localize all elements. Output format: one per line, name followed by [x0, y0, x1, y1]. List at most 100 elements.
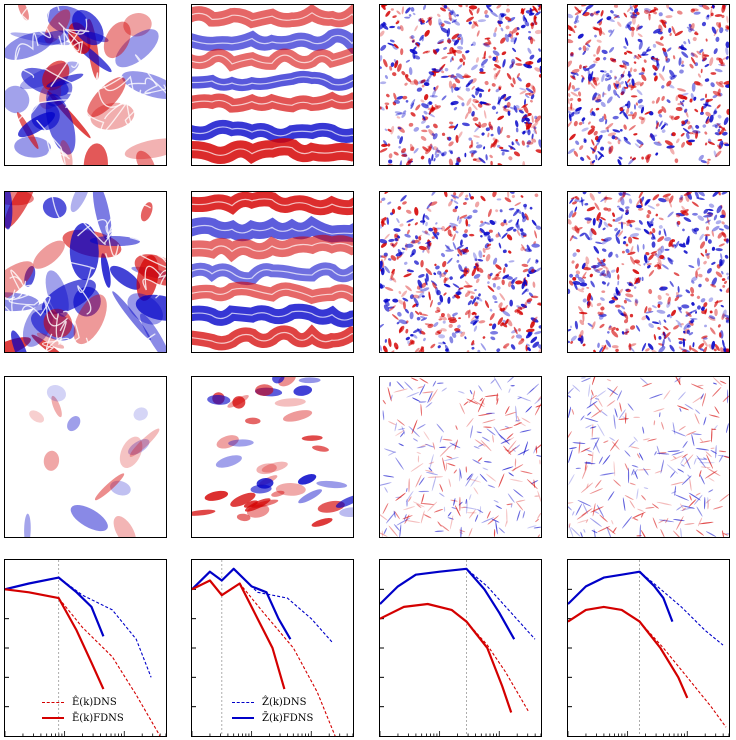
small-eddy: [625, 206, 630, 209]
small-eddy: [395, 492, 406, 501]
small-eddy: [599, 323, 605, 329]
small-eddy: [574, 225, 580, 234]
small-eddy: [619, 109, 625, 115]
small-eddy: [579, 319, 585, 326]
small-eddy: [479, 228, 486, 234]
small-eddy: [625, 293, 634, 298]
small-eddy: [725, 83, 729, 88]
small-eddy: [506, 440, 517, 453]
small-eddy: [453, 39, 460, 46]
small-eddy: [511, 27, 519, 34]
small-eddy: [459, 273, 466, 279]
small-eddy: [501, 232, 508, 239]
small-eddy: [633, 469, 638, 476]
small-eddy: [519, 228, 524, 232]
small-eddy: [400, 195, 407, 202]
small-eddy: [392, 241, 398, 248]
small-eddy: [696, 197, 705, 201]
small-eddy: [586, 206, 596, 212]
small-eddy: [410, 99, 416, 107]
vortex-blob: [140, 313, 166, 352]
small-eddy: [525, 92, 531, 95]
small-eddy: [500, 439, 511, 444]
small-eddy: [584, 417, 599, 422]
small-eddy: [393, 151, 399, 156]
small-eddy: [492, 192, 497, 198]
small-eddy: [484, 80, 489, 86]
small-eddy: [487, 235, 491, 241]
filament: [5, 113, 25, 134]
small-eddy: [646, 263, 652, 266]
small-eddy: [641, 51, 646, 56]
small-eddy: [394, 233, 399, 238]
small-eddy: [453, 106, 458, 111]
small-eddy: [625, 80, 629, 88]
small-eddy: [415, 42, 420, 47]
small-eddy: [641, 495, 646, 501]
small-eddy: [537, 5, 541, 7]
small-eddy: [463, 285, 473, 288]
small-eddy: [500, 149, 510, 152]
small-eddy: [529, 206, 533, 210]
small-eddy: [570, 75, 576, 80]
small-eddy: [667, 296, 671, 305]
small-eddy: [434, 233, 440, 237]
small-eddy: [427, 323, 434, 329]
small-eddy: [593, 27, 600, 31]
small-eddy: [625, 288, 630, 291]
small-eddy: [512, 77, 516, 85]
field-row-3-panel-4: [567, 376, 730, 538]
small-eddy: [407, 223, 411, 227]
small-eddy: [537, 344, 541, 349]
small-eddy: [698, 343, 705, 349]
small-eddy: [537, 303, 541, 306]
small-eddy: [712, 123, 721, 127]
small-eddy: [416, 503, 422, 508]
small-eddy: [707, 502, 709, 510]
small-eddy: [496, 398, 499, 405]
small-eddy: [516, 509, 521, 522]
small-eddy: [648, 232, 652, 236]
field-row-1-panel-1: [4, 4, 167, 166]
small-eddy: [669, 315, 673, 319]
small-eddy: [515, 405, 517, 422]
small-eddy: [637, 98, 643, 104]
small-eddy: [515, 499, 526, 503]
small-eddy: [476, 30, 480, 37]
field-row-2-panel-4: [567, 191, 730, 353]
small-eddy: [671, 451, 684, 456]
small-eddy: [488, 323, 493, 326]
small-eddy: [398, 290, 402, 295]
small-eddy: [416, 87, 423, 92]
small-eddy: [497, 125, 501, 135]
small-eddy: [615, 93, 621, 99]
small-eddy: [390, 125, 395, 135]
small-eddy: [568, 60, 573, 68]
small-eddy: [638, 220, 643, 225]
small-eddy: [591, 139, 595, 146]
small-eddy: [590, 394, 598, 400]
small-eddy: [658, 113, 663, 118]
small-eddy: [520, 303, 528, 308]
small-eddy: [506, 508, 508, 524]
small-eddy: [712, 94, 718, 99]
small-eddy: [669, 195, 674, 204]
small-eddy: [460, 249, 464, 253]
small-eddy: [572, 384, 581, 392]
small-eddy: [402, 95, 408, 100]
small-eddy: [698, 154, 704, 161]
small-eddy: [468, 21, 472, 25]
small-eddy: [388, 238, 395, 242]
small-eddy: [601, 248, 607, 252]
small-eddy: [642, 438, 651, 441]
filament: [155, 230, 166, 261]
small-eddy: [614, 75, 617, 79]
small-eddy: [468, 5, 478, 10]
small-eddy: [405, 7, 411, 14]
small-eddy: [403, 301, 406, 310]
small-eddy: [387, 42, 395, 46]
small-eddy: [424, 29, 430, 37]
small-eddy: [718, 131, 722, 135]
small-eddy: [576, 19, 580, 23]
small-eddy: [428, 461, 435, 465]
